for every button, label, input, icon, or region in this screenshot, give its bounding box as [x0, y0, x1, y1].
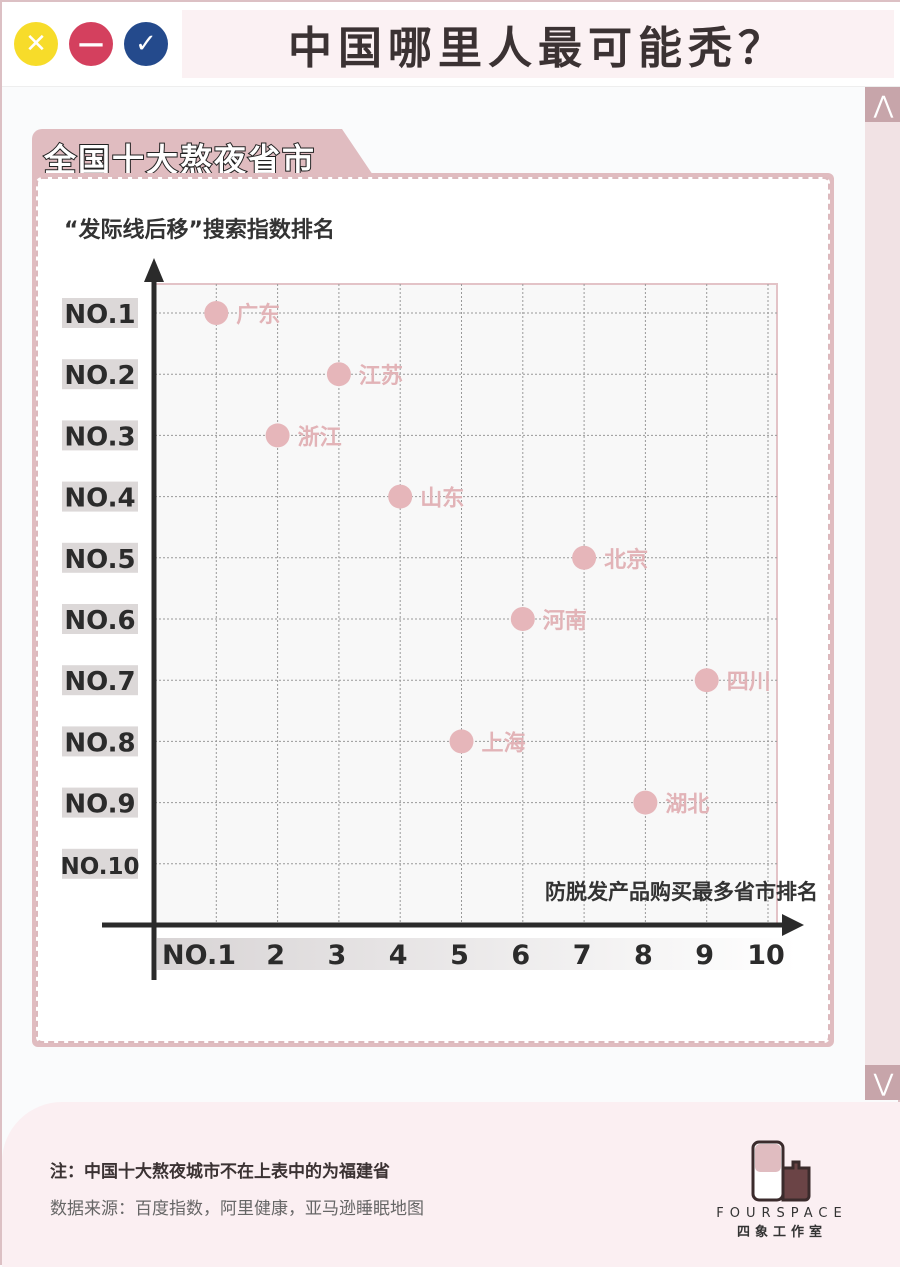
y-axis-title: “发际线后移”搜索指数排名: [64, 218, 335, 243]
minus-icon: —: [78, 29, 104, 59]
plot-area: [154, 283, 778, 926]
data-point: [449, 729, 474, 754]
x-tick-label: 5: [450, 940, 469, 971]
x-axis-title: 防脱发产品购买最多省市排名: [545, 880, 818, 904]
footnote: 注：中国十大熬夜城市不在上表中的为福建省: [50, 1162, 390, 1182]
data-point: [633, 790, 658, 815]
data-label: 上海: [482, 730, 526, 756]
logo-text-en: FOURSPACE: [716, 1206, 848, 1221]
x-tick-label: 9: [695, 940, 714, 971]
scrollbar[interactable]: ⋀ ⋁: [865, 87, 900, 1100]
y-tick-label: NO.4: [64, 484, 135, 514]
y-tick-box: [62, 420, 138, 451]
y-tick-box: [62, 726, 138, 757]
data-point: [694, 668, 719, 693]
data-point: [510, 607, 535, 631]
data-label: 江苏: [359, 363, 403, 389]
x-tick-label: 2: [266, 940, 285, 971]
x-tick-label: 3: [328, 940, 347, 971]
y-tick-label: NO.10: [60, 854, 139, 880]
y-tick-label: NO.6: [64, 606, 135, 636]
scatter-chart: NO.1 NO.2 NO.3 NO.4 NO.5 NO.6 NO.7 NO.8 NO.9 NO.1…: [60, 258, 818, 980]
data-source: 数据来源：百度指数，阿里健康，亚马逊睡眠地图: [50, 1199, 424, 1219]
data-label: 四川: [727, 670, 771, 695]
x-tick-label: 7: [573, 940, 592, 971]
logo-icon: [751, 1140, 811, 1202]
y-tick-box: [62, 359, 138, 390]
y-axis-arrow-icon: [144, 258, 164, 282]
y-tick-label: NO.1: [64, 300, 135, 330]
confirm-button[interactable]: ✓: [124, 22, 168, 66]
data-label: 北京: [604, 547, 648, 573]
x-tick-band: [157, 938, 797, 970]
y-tick-label: NO.2: [64, 361, 135, 391]
footer: [2, 1102, 900, 1267]
x-tick-label: 8: [634, 940, 653, 971]
title-box: 中国哪里人最可能秃？: [182, 10, 894, 78]
y-tick-box: [62, 665, 138, 696]
page-title: 中国哪里人最可能秃？: [288, 23, 788, 74]
panel-tab: [32, 129, 377, 181]
logo-text-cn: 四象工作室: [736, 1225, 827, 1240]
data-point: [572, 545, 597, 570]
y-tick-box: [62, 542, 138, 573]
data-point: [388, 484, 413, 509]
data-point: [326, 362, 351, 387]
y-tick-box: [62, 481, 138, 512]
y-tick-box: [62, 848, 138, 879]
close-button[interactable]: ✕: [14, 22, 58, 66]
minimize-button[interactable]: —: [69, 22, 113, 66]
data-label: 广东: [236, 302, 280, 328]
scroll-up-button[interactable]: ⋀: [865, 87, 900, 122]
chevron-up-icon: ⋀: [873, 90, 894, 119]
data-point: [204, 301, 229, 325]
y-tick-label: NO.9: [64, 790, 135, 820]
y-tick-label: NO.5: [64, 545, 135, 575]
close-icon: ✕: [25, 29, 47, 59]
window-titlebar: ✕ — ✓ 中国哪里人最可能秃？: [2, 2, 900, 87]
x-tick-label: NO.1: [162, 940, 236, 971]
data-label: 湖北: [665, 793, 709, 818]
x-tick-label: 10: [747, 940, 785, 971]
x-axis-arrow-icon: [782, 914, 804, 936]
check-icon: ✓: [135, 29, 157, 59]
logo: FOURSPACE 四象工作室: [712, 1140, 852, 1240]
y-tick-box: [62, 298, 138, 328]
chevron-down-icon: ⋁: [873, 1068, 894, 1097]
data-label: 山东: [420, 486, 464, 512]
x-tick-label: 6: [511, 940, 530, 971]
data-point: [265, 423, 290, 448]
y-tick-label: NO.8: [64, 728, 135, 758]
y-tick-label: NO.7: [64, 667, 135, 697]
scroll-down-button[interactable]: ⋁: [865, 1065, 900, 1100]
y-tick-label: NO.3: [64, 422, 135, 452]
y-tick-box: [62, 787, 138, 818]
data-label: 浙江: [298, 425, 342, 450]
data-label: 河南: [543, 609, 587, 634]
x-tick-label: 4: [389, 940, 408, 971]
y-tick-box: [62, 604, 138, 634]
